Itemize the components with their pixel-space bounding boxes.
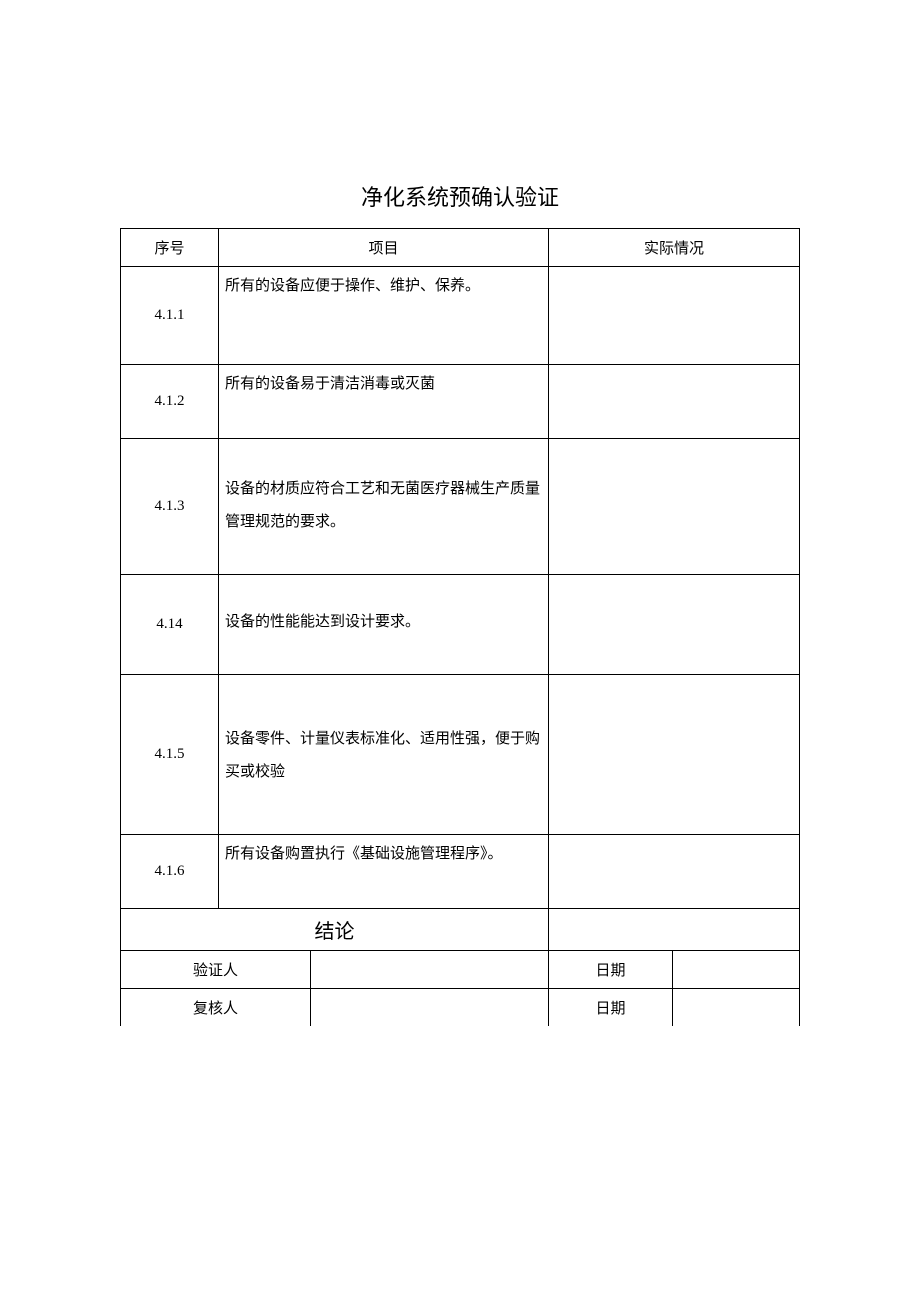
cell-actual — [549, 675, 800, 835]
table-header-row: 序号 项目 实际情况 — [121, 229, 800, 267]
date-label: 日期 — [549, 989, 673, 1027]
item-text: 设备的性能能达到设计要求。 — [225, 579, 542, 637]
cell-item: 设备的性能能达到设计要求。 — [219, 575, 549, 675]
cell-item: 所有设备购置执行《基础设施管理程序》。 — [219, 835, 549, 909]
cell-actual — [549, 267, 800, 365]
conclusion-label: 结论 — [121, 909, 549, 951]
table-row: 4.1.3 设备的材质应符合工艺和无菌医疗器械生产质量管理规范的要求。 — [121, 439, 800, 575]
verifier-label: 验证人 — [121, 951, 311, 989]
item-text: 所有的设备易于清洁消毒或灭菌 — [225, 369, 542, 399]
verification-table: 序号 项目 实际情况 4.1.1 所有的设备应便于操作、维护、保养。 4.1.2… — [120, 228, 800, 1026]
conclusion-value — [549, 909, 800, 951]
cell-seq: 4.1.6 — [121, 835, 219, 909]
cell-actual — [549, 575, 800, 675]
header-seq: 序号 — [121, 229, 219, 267]
cell-seq: 4.1.2 — [121, 365, 219, 439]
table-row: 4.1.1 所有的设备应便于操作、维护、保养。 — [121, 267, 800, 365]
date-label: 日期 — [549, 951, 673, 989]
cell-item: 所有的设备易于清洁消毒或灭菌 — [219, 365, 549, 439]
cell-item: 所有的设备应便于操作、维护、保养。 — [219, 267, 549, 365]
verifier-value — [311, 951, 549, 989]
cell-actual — [549, 439, 800, 575]
cell-item: 设备零件、计量仪表标准化、适用性强，便于购买或校验 — [219, 675, 549, 835]
item-text: 设备零件、计量仪表标准化、适用性强，便于购买或校验 — [225, 679, 542, 789]
table-row: 4.1.6 所有设备购置执行《基础设施管理程序》。 — [121, 835, 800, 909]
cell-seq: 4.1.1 — [121, 267, 219, 365]
item-text: 所有的设备应便于操作、维护、保养。 — [225, 271, 542, 301]
verifier-row: 验证人 日期 — [121, 951, 800, 989]
cell-actual — [549, 365, 800, 439]
table-row: 4.1.2 所有的设备易于清洁消毒或灭菌 — [121, 365, 800, 439]
item-text: 设备的材质应符合工艺和无菌医疗器械生产质量管理规范的要求。 — [225, 443, 542, 539]
header-item: 项目 — [219, 229, 549, 267]
reviewer-row: 复核人 日期 — [121, 989, 800, 1027]
cell-actual — [549, 835, 800, 909]
reviewer-label: 复核人 — [121, 989, 311, 1027]
reviewer-value — [311, 989, 549, 1027]
table-row: 4.14 设备的性能能达到设计要求。 — [121, 575, 800, 675]
conclusion-row: 结论 — [121, 909, 800, 951]
page-title: 净化系统预确认验证 — [120, 180, 800, 212]
date-value — [673, 989, 800, 1027]
cell-seq: 4.1.3 — [121, 439, 219, 575]
date-value — [673, 951, 800, 989]
table-row: 4.1.5 设备零件、计量仪表标准化、适用性强，便于购买或校验 — [121, 675, 800, 835]
cell-seq: 4.14 — [121, 575, 219, 675]
cell-seq: 4.1.5 — [121, 675, 219, 835]
cell-item: 设备的材质应符合工艺和无菌医疗器械生产质量管理规范的要求。 — [219, 439, 549, 575]
header-actual: 实际情况 — [549, 229, 800, 267]
item-text: 所有设备购置执行《基础设施管理程序》。 — [225, 839, 542, 869]
